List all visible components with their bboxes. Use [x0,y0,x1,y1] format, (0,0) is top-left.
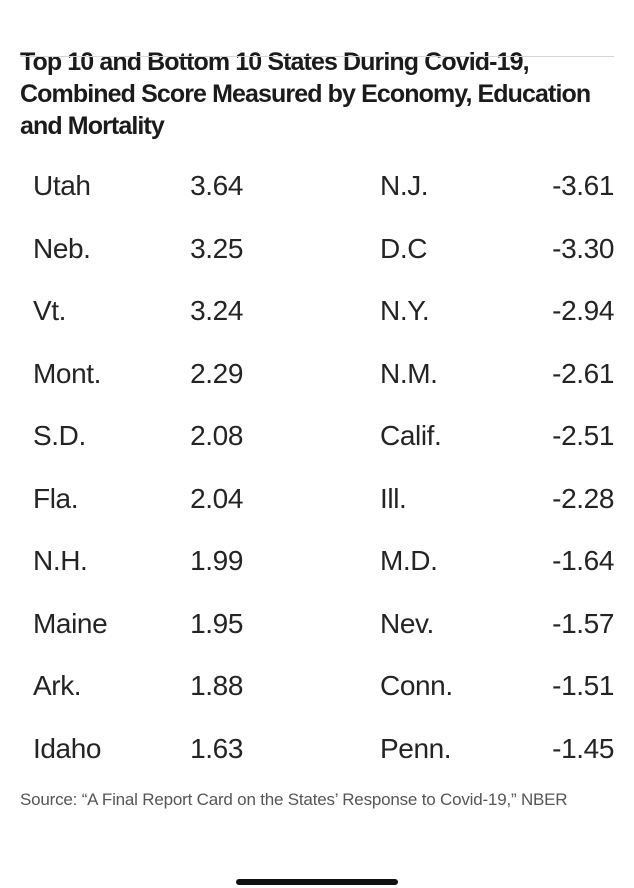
chart-title-line-1: Top 10 and Bottom 10 States During Covid… [20,48,530,76]
state-label: D.C [380,232,428,264]
state-label: N.Y. [380,295,430,327]
score-value: 2.04 [190,482,243,514]
state-label: Neb. [33,232,91,264]
score-value: -1.51 [552,670,614,702]
score-value: -2.94 [552,295,614,327]
table-row: Neb. 3.25 D.C -3.30 [20,218,614,281]
state-label: Idaho [33,732,102,764]
state-label: S.D. [33,420,86,452]
table-row: Idaho 1.63 Penn. -1.45 [20,718,614,781]
score-value: 3.64 [190,170,243,202]
state-label: N.M. [380,357,438,389]
state-label: Fla. [33,482,79,514]
table-row: Ark. 1.88 Conn. -1.51 [20,655,614,718]
state-label: Calif. [380,420,442,452]
score-value: 1.99 [190,545,243,577]
table-row: Mont. 2.29 N.M. -2.61 [20,343,614,406]
table-row: Maine 1.95 Nev. -1.57 [20,593,614,656]
score-value: 2.29 [190,357,243,389]
score-value: 1.95 [190,607,243,639]
state-label: N.H. [33,545,88,577]
score-value: -1.64 [552,545,614,577]
state-label: M.D. [380,545,438,577]
state-label: Vt. [33,295,67,327]
state-label: Ill. [380,482,407,514]
top-divider-rule [20,56,614,57]
state-label: Maine [33,607,108,639]
state-label: Penn. [380,732,452,764]
source-attribution: Source: “A Final Report Card on the Stat… [20,790,568,809]
state-label: N.J. [380,170,429,202]
table-row: Utah 3.64 N.J. -3.61 [20,155,614,218]
chart-card: Top 10 and Bottom 10 States During Covid… [0,46,634,888]
state-label: Nev. [380,607,434,639]
scores-table: Utah 3.64 N.J. -3.61 Neb. 3.25 D.C -3.30… [20,155,614,780]
score-value: 3.24 [190,295,243,327]
state-label: Conn. [380,670,453,702]
score-value: -2.51 [552,420,614,452]
table-row: Vt. 3.24 N.Y. -2.94 [20,280,614,343]
table-row: Fla. 2.04 Ill. -2.28 [20,468,614,531]
score-value: 2.08 [190,420,243,452]
score-value: 1.63 [190,732,243,764]
chart-title-line-3: and Mortality [20,112,165,140]
score-value: 1.88 [190,670,243,702]
state-label: Mont. [33,357,102,389]
table-row: N.H. 1.99 M.D. -1.64 [20,530,614,593]
home-indicator-bar [236,879,398,885]
state-label: Utah [33,170,91,202]
chart-title-line-2: Combined Score Measured by Economy, Educ… [20,80,591,108]
score-value: -3.30 [552,232,614,264]
score-value: -3.61 [552,170,614,202]
score-value: -2.61 [552,357,614,389]
chart-title: Top 10 and Bottom 10 States During Covid… [20,46,614,142]
score-value: -2.28 [552,482,614,514]
state-label: Ark. [33,670,82,702]
table-row: S.D. 2.08 Calif. -2.51 [20,405,614,468]
score-value: -1.57 [552,607,614,639]
score-value: 3.25 [190,232,243,264]
score-value: -1.45 [552,732,614,764]
